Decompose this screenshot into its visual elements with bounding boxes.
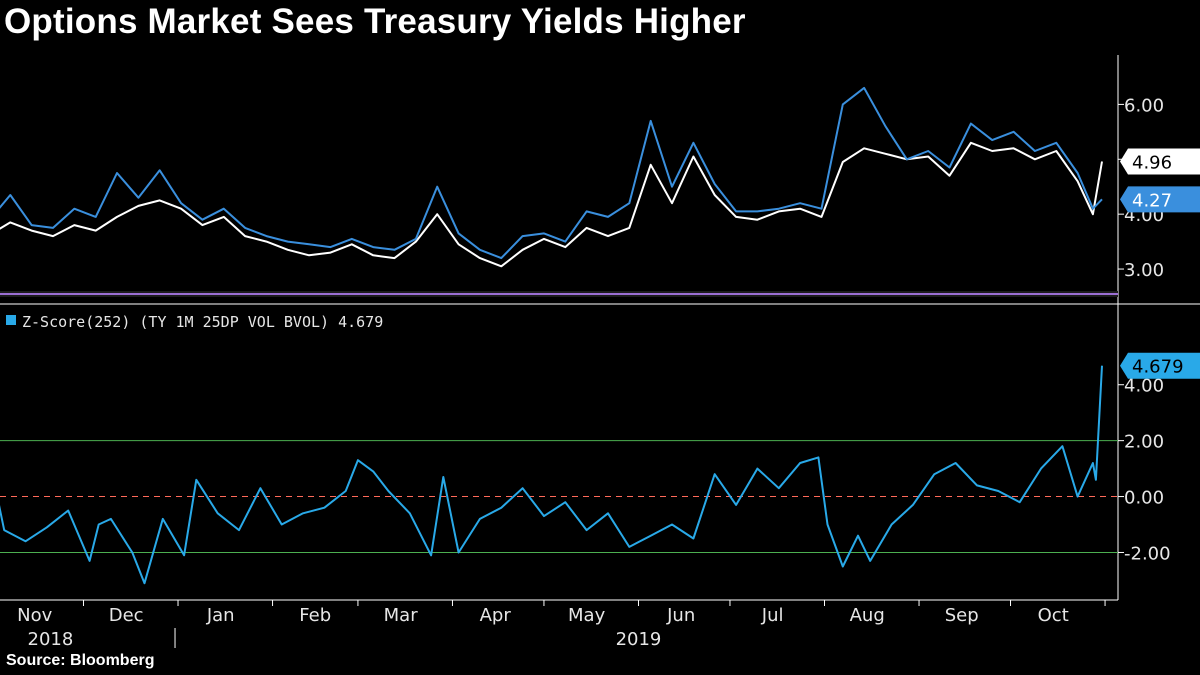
bottom-y-tick-label: 2.00: [1124, 432, 1164, 453]
chart-canvas: 3.004.005.006.00 4.964.27 Z-Score(252) (…: [0, 55, 1200, 650]
x-month-label: Jul: [761, 605, 784, 626]
x-month-label: Jan: [206, 605, 235, 626]
x-month-label: Sep: [945, 605, 979, 626]
bottom-last-value-badge: 4.679: [1120, 352, 1200, 379]
top-last-value-badges: 4.96 4.27: [1120, 148, 1200, 213]
badge-zscore-last-text: 4.679: [1132, 357, 1184, 378]
x-month-label: Oct: [1038, 605, 1069, 626]
x-month-label: Mar: [384, 605, 419, 626]
badge-blue-last-text: 4.27: [1132, 190, 1172, 211]
bottom-y-tick-label: -2.00: [1124, 543, 1171, 564]
legend-swatch: [6, 315, 16, 325]
chart-title: Options Market Sees Treasury Yields High…: [4, 2, 746, 41]
x-month-label: Apr: [480, 605, 512, 626]
x-month-label: Aug: [850, 605, 885, 626]
x-year-label: 2019: [616, 629, 662, 650]
bottom-y-tick-label: 4.00: [1124, 376, 1164, 397]
badge-zscore-last-bg: [1120, 352, 1200, 379]
badge-white-last-text: 4.96: [1132, 152, 1172, 173]
x-month-label: Feb: [299, 605, 331, 626]
top-series-white-line: [0, 141, 1103, 268]
bottom-legend: Z-Score(252) (TY 1M 25DP VOL BVOL) 4.679: [6, 313, 383, 331]
bottom-panel-lines: [0, 365, 1103, 585]
legend-label: Z-Score(252) (TY 1M 25DP VOL BVOL) 4.679: [22, 313, 383, 331]
bottom-y-ticks: -2.00 0.00 2.00 4.00: [1118, 376, 1171, 564]
x-axis: Nov Dec Jan Feb Mar Apr May Jun Jul Aug Sep Oct 2018…: [17, 600, 1106, 650]
badge-white-last-bg: [1120, 148, 1200, 175]
x-month-label: Jun: [666, 605, 695, 626]
x-year-label: 2018: [28, 629, 74, 650]
bottom-reference-lines: [0, 440, 1118, 553]
top-panel-lines: [0, 86, 1103, 268]
x-month-label: May: [568, 605, 606, 626]
top-y-tick-label: 6.00: [1124, 95, 1164, 116]
top-series-blue-line: [0, 86, 1103, 260]
frame: [0, 55, 1200, 601]
x-month-label: Nov: [17, 605, 52, 626]
top-y-tick-label: 3.00: [1124, 260, 1164, 281]
badge-blue-last-bg: [1120, 186, 1200, 213]
x-month-label: Dec: [109, 605, 144, 626]
bottom-y-tick-label: 0.00: [1124, 488, 1164, 509]
source-note: Source: Bloomberg: [6, 652, 155, 669]
zscore-line: [0, 365, 1103, 585]
